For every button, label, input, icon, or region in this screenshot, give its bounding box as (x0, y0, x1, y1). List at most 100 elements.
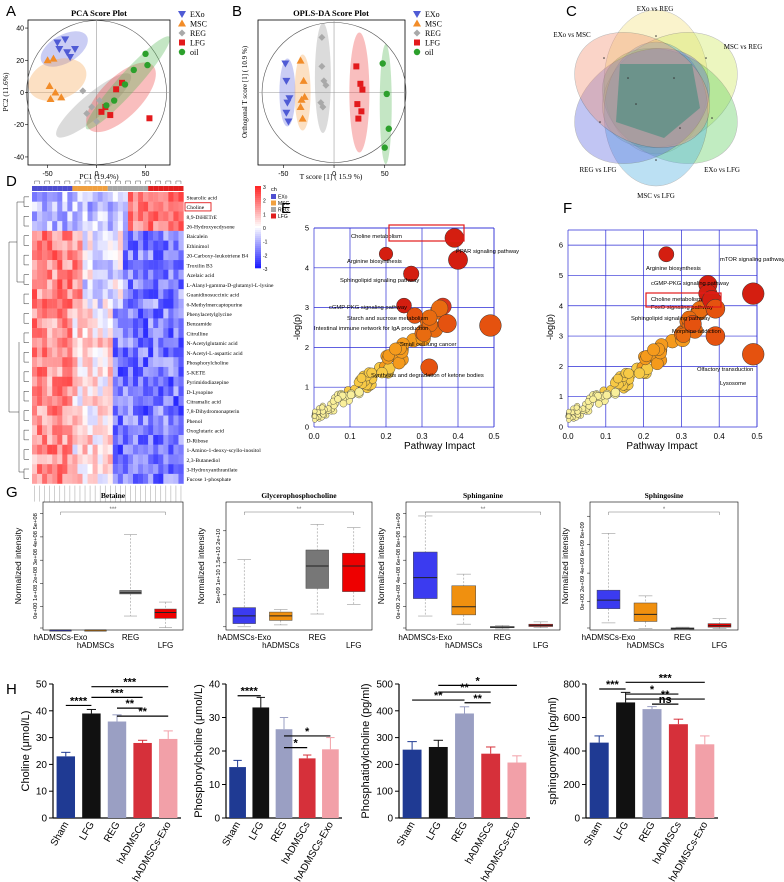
heatmap-cell (158, 396, 164, 407)
box-lfg (342, 552, 366, 592)
heatmap-cell (97, 328, 103, 338)
x-category-label: LFG (712, 641, 728, 650)
heatmap-cell (138, 405, 144, 416)
heatmap-cell (173, 396, 179, 407)
heatmap-cell (47, 289, 53, 300)
heatmap-cell (102, 328, 108, 338)
heatmap-cell (57, 435, 63, 445)
heatmap-cell (92, 201, 98, 212)
pathway-label: Small cell lung cancer (400, 342, 456, 348)
heatmap-cell (62, 425, 68, 436)
heatmap-cell (158, 425, 164, 436)
top-dendrogram (94, 180, 101, 184)
highlight-box (388, 224, 465, 242)
x-category-label: hADMSCs (627, 641, 664, 650)
heatmap-cell (67, 473, 73, 484)
heatmap-cell (72, 240, 78, 251)
heatmap-cell (32, 240, 38, 251)
point-msc-triangle (49, 54, 58, 62)
heatmap-cell (77, 366, 83, 377)
heatmap-row-label: 26-Hydroxyecdysone (187, 225, 236, 231)
heatmap-cell (87, 425, 93, 436)
heatmap-cell (122, 318, 129, 329)
heatmap-group-bar (87, 186, 93, 191)
heatmap-row-label: Guanidinosuccinic acid (187, 293, 240, 299)
point-lfg-square (359, 86, 366, 93)
chart-title: PCA Score Plot (71, 8, 127, 18)
heatmap-cell (82, 269, 88, 280)
heatmap-cell (112, 357, 119, 368)
heatmap-cell (112, 308, 119, 319)
heatmap-cell (143, 425, 149, 436)
heatmap-cell (133, 415, 139, 426)
heatmap-cell (122, 396, 129, 407)
venn-set-label: EXo vs MSC (553, 31, 591, 39)
x-tick-label: 0.2 (638, 432, 650, 441)
heatmap-group-bar (77, 186, 83, 191)
color-scale-tick: 1 (263, 212, 266, 218)
heatmap-cell (87, 260, 93, 270)
heatmap-cell (158, 269, 164, 280)
heatmap-cell (153, 211, 159, 222)
heatmap-cell (138, 289, 144, 300)
color-scale-step (255, 238, 261, 241)
ellipse-msc (28, 58, 87, 102)
heatmap-cell (97, 435, 103, 445)
significance-label: * (293, 738, 298, 750)
heatmap-cell (122, 337, 129, 348)
heatmap-cell (77, 386, 83, 397)
heatmap-cell (37, 260, 43, 270)
heatmap-cell (168, 454, 174, 465)
heatmap-cell (153, 405, 159, 416)
heatmap-cell (168, 415, 174, 426)
pathway-bubble (623, 368, 634, 379)
color-scale-step (255, 196, 261, 199)
heatmap-cell (92, 289, 98, 300)
heatmap-cell (173, 211, 179, 222)
bar-sham (402, 749, 422, 818)
heatmap-cell (153, 396, 159, 407)
heatmap-cell (117, 405, 124, 416)
x-category-label: REG (494, 633, 511, 642)
heatmap-cell (72, 366, 78, 377)
heatmap-cell (67, 298, 73, 309)
dendrogram-branch (23, 216, 29, 227)
heatmap-cell (122, 347, 129, 358)
heatmap-cell (107, 328, 113, 338)
heatmap-cell (173, 366, 179, 377)
heatmap-cell (158, 230, 164, 241)
heatmap-cell (178, 298, 184, 309)
heatmap-cell (133, 308, 139, 319)
heatmap-row-label: Pyrimidodiazepine (187, 380, 230, 386)
heatmap-cell (158, 308, 164, 319)
plot-frame (42, 501, 184, 631)
heatmap-cell (42, 221, 48, 232)
y-axis-label: Orthogonal T score [1] ( 10.9 %) (241, 45, 249, 138)
heatmap-cell (102, 386, 108, 397)
heatmap-cell (168, 357, 174, 368)
x-axis-label: Pathway Impact (404, 441, 475, 452)
point-msc-triangle (51, 88, 60, 96)
heatmap-cell (62, 376, 68, 387)
heatmap-cell (107, 240, 113, 251)
highlight-box (184, 202, 212, 212)
pathway-bubble (633, 367, 646, 379)
heatmap-cell (92, 464, 98, 475)
heatmap-cell (133, 396, 139, 407)
pathway-bubble (602, 390, 611, 400)
color-scale-step (255, 250, 261, 253)
color-scale-step (255, 212, 261, 215)
heatmap-cell (127, 260, 134, 270)
heatmap-cell (92, 250, 98, 261)
heatmap-group-bar (148, 186, 154, 191)
color-scale-step (255, 210, 261, 213)
heatmap-cell (168, 298, 174, 309)
color-scale-step (255, 224, 261, 227)
heatmap-cell (82, 298, 88, 309)
significance-label: ** (661, 689, 670, 701)
heatmap-cell (77, 289, 83, 300)
heatmap-cell (163, 260, 169, 270)
pathway-bubble (566, 408, 572, 415)
heatmap-cell (37, 396, 43, 407)
heatmap-cell (173, 201, 179, 212)
